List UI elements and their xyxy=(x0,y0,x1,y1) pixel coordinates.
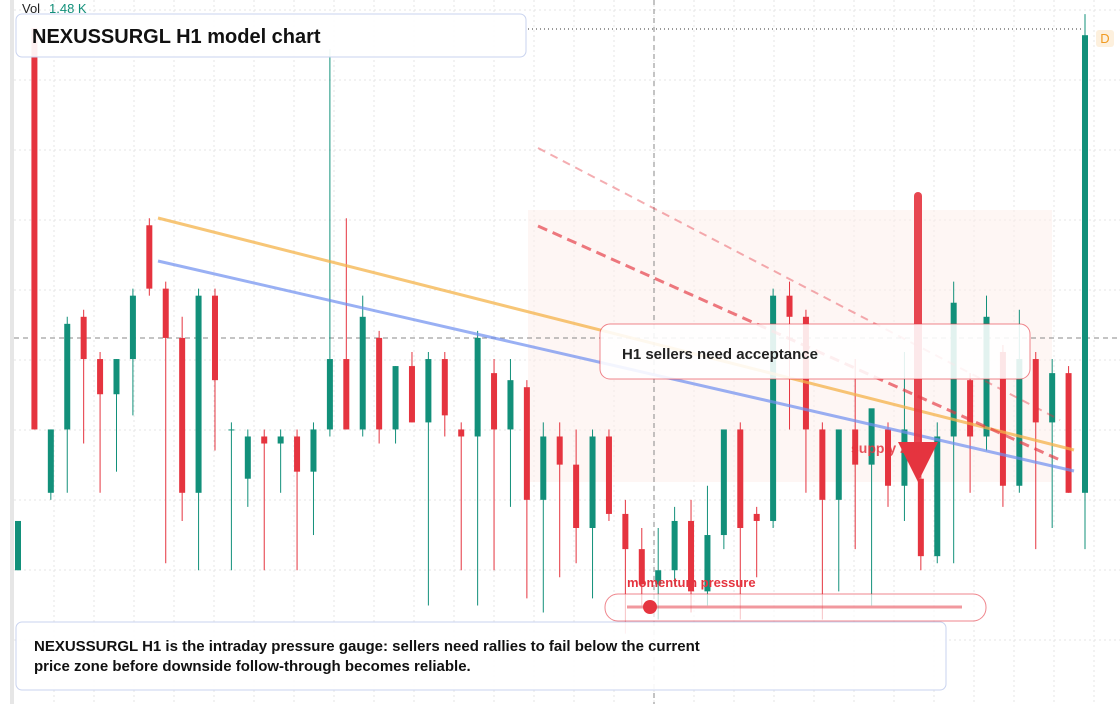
candle-body xyxy=(835,429,842,500)
candle-body xyxy=(622,513,629,550)
candle-body xyxy=(179,337,186,493)
candle-body xyxy=(507,380,514,430)
candle-body xyxy=(47,429,54,493)
candle-body xyxy=(704,535,711,592)
candle-body xyxy=(819,429,826,500)
candle-body xyxy=(737,429,744,528)
candle-body xyxy=(868,408,875,465)
candle-body xyxy=(64,323,71,430)
candle-body xyxy=(655,570,662,585)
description-box xyxy=(15,621,947,691)
title-box xyxy=(15,13,527,58)
candle-body xyxy=(113,359,120,395)
candle-body xyxy=(1082,35,1088,493)
arrow-head xyxy=(898,442,938,482)
candle-body xyxy=(277,436,284,444)
candle-body xyxy=(146,225,153,289)
description-wrap: NEXUSSURGL H1 is the intraday pressure g… xyxy=(34,638,700,675)
annotation-box xyxy=(599,323,1031,380)
candle-body xyxy=(15,520,21,571)
candle-body xyxy=(261,436,268,444)
candle-body xyxy=(573,464,580,528)
candle-body xyxy=(934,436,941,557)
candle-body xyxy=(885,429,892,486)
candle-body xyxy=(474,337,481,437)
candle-body xyxy=(244,436,251,479)
candle-body xyxy=(556,436,563,465)
candle-body xyxy=(425,359,432,423)
candle-body xyxy=(408,366,415,423)
candle-body xyxy=(162,288,169,338)
candle-body xyxy=(540,436,547,500)
title: NEXUSSURGL H1 model chart xyxy=(32,26,321,48)
candle-body xyxy=(852,429,859,465)
candle-body xyxy=(901,429,908,486)
candle-body xyxy=(491,373,498,430)
candle-body xyxy=(720,429,727,536)
badge: D xyxy=(1100,31,1109,46)
candle-body xyxy=(523,387,530,500)
candle-body xyxy=(458,429,465,437)
candle-body xyxy=(967,380,974,437)
candle-body xyxy=(917,478,924,557)
left-edge xyxy=(10,0,14,704)
candle-body xyxy=(376,337,383,430)
candle-body xyxy=(310,429,317,472)
candle-body xyxy=(392,366,399,430)
gauge-knob xyxy=(643,600,657,614)
candle-body xyxy=(786,295,793,317)
candle-body xyxy=(589,436,596,528)
candle-body xyxy=(31,28,38,430)
candle-body xyxy=(343,359,350,430)
candle-body xyxy=(999,352,1006,486)
volume-label: Vol xyxy=(22,1,40,16)
candle-body xyxy=(441,359,448,416)
badge-bg xyxy=(1096,30,1114,47)
candle-body xyxy=(753,513,760,521)
candle-body xyxy=(1016,359,1023,486)
candle-body xyxy=(129,295,136,360)
zone-label: supply zone xyxy=(851,440,932,456)
candle-body xyxy=(195,295,202,493)
candle-body xyxy=(97,359,104,395)
description: NEXUSSURGL H1 is the intraday pressure g… xyxy=(34,638,700,675)
candle-body xyxy=(671,520,678,571)
gauge-label: momentum pressure xyxy=(627,575,756,590)
candle-body xyxy=(80,316,87,360)
annotation: H1 sellers need acceptance xyxy=(622,346,818,363)
candle-body xyxy=(228,429,235,431)
candle-body xyxy=(1032,359,1039,423)
candle-body xyxy=(326,359,333,430)
candle-body xyxy=(1065,373,1072,493)
candle-body xyxy=(605,436,612,514)
candle-body xyxy=(1049,373,1056,423)
candle-body xyxy=(638,549,645,585)
volume-value: 1.48 K xyxy=(49,1,87,16)
candle-body xyxy=(688,520,695,592)
candle-body xyxy=(359,316,366,430)
candle-body xyxy=(211,295,218,381)
candle-body xyxy=(294,436,301,472)
candle-body xyxy=(770,295,777,521)
